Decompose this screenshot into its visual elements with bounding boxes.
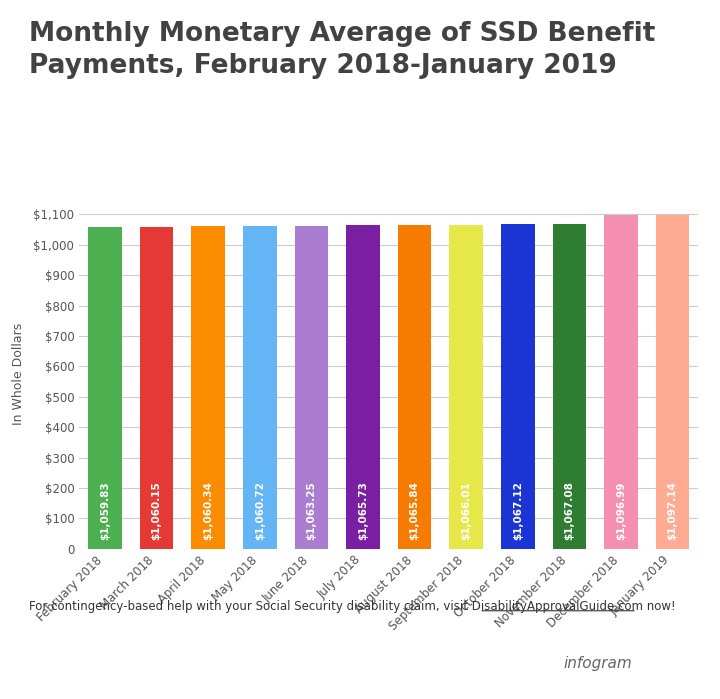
Text: infogram: infogram	[564, 656, 632, 671]
Text: $1,066.01: $1,066.01	[462, 482, 471, 540]
Text: $1,065.73: $1,065.73	[358, 482, 368, 540]
Text: $1,060.34: $1,060.34	[203, 482, 213, 540]
Bar	[89, 226, 122, 549]
Text: For contingency-based help with your Social Security disability claim, visit Dis: For contingency-based help with your Soc…	[29, 600, 675, 613]
Bar	[553, 224, 586, 549]
Text: $1,059.83: $1,059.83	[100, 482, 110, 540]
Text: $1,060.15: $1,060.15	[152, 482, 161, 540]
Bar	[243, 226, 276, 549]
Text: $1,065.84: $1,065.84	[410, 482, 420, 540]
Text: $1,067.12: $1,067.12	[513, 482, 523, 540]
Bar	[346, 225, 379, 549]
Text: $1,067.08: $1,067.08	[564, 482, 575, 540]
Y-axis label: In Whole Dollars: In Whole Dollars	[12, 323, 25, 425]
Text: $1,097.14: $1,097.14	[667, 482, 678, 540]
Bar	[294, 226, 328, 549]
Text: $1,063.25: $1,063.25	[307, 482, 316, 540]
Bar	[140, 226, 174, 549]
Bar	[398, 225, 431, 549]
Bar	[604, 215, 638, 549]
Bar	[501, 224, 534, 549]
Bar	[192, 226, 225, 549]
Text: Monthly Monetary Average of SSD Benefit
Payments, February 2018-January 2019: Monthly Monetary Average of SSD Benefit …	[29, 21, 655, 79]
Bar	[449, 225, 483, 549]
Text: $1,060.72: $1,060.72	[255, 482, 265, 540]
Bar	[656, 215, 689, 549]
Text: $1,096.99: $1,096.99	[616, 482, 626, 540]
